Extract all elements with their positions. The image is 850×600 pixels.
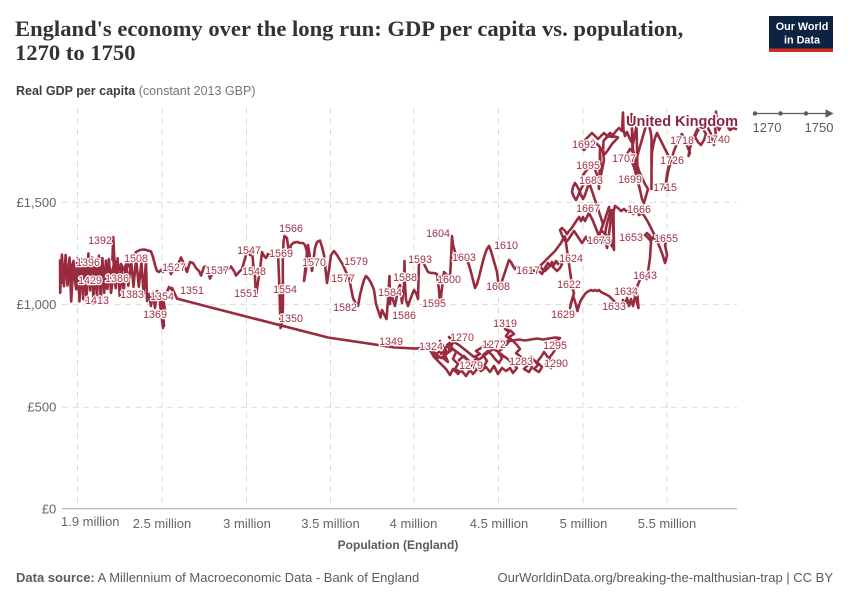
- svg-text:1383: 1383: [120, 289, 144, 301]
- svg-text:in Data: in Data: [784, 35, 821, 47]
- svg-text:1633: 1633: [602, 301, 626, 313]
- svg-text:2.5 million: 2.5 million: [133, 516, 192, 531]
- svg-text:1629: 1629: [551, 309, 575, 321]
- svg-text:1715: 1715: [653, 182, 677, 194]
- svg-text:£1,000: £1,000: [17, 297, 57, 312]
- svg-text:1283: 1283: [509, 356, 533, 368]
- svg-text:1603: 1603: [452, 252, 476, 264]
- svg-text:1579: 1579: [344, 256, 368, 268]
- svg-text:1604: 1604: [426, 228, 450, 240]
- svg-text:1413: 1413: [85, 295, 109, 307]
- svg-text:3 million: 3 million: [223, 516, 271, 531]
- svg-text:1386: 1386: [105, 273, 129, 285]
- svg-text:1653: 1653: [619, 232, 643, 244]
- svg-text:3.5 million: 3.5 million: [301, 516, 360, 531]
- svg-text:1369: 1369: [143, 309, 167, 321]
- svg-text:Data source: A Millennium of M: Data source: A Millennium of Macroeconom…: [16, 570, 419, 585]
- svg-text:1695: 1695: [576, 160, 600, 172]
- svg-text:1295: 1295: [543, 340, 567, 352]
- svg-text:1584: 1584: [378, 287, 402, 299]
- svg-text:1699: 1699: [618, 174, 642, 186]
- svg-text:1569: 1569: [269, 248, 293, 260]
- svg-text:1429: 1429: [78, 275, 102, 287]
- svg-text:1396: 1396: [76, 257, 100, 269]
- svg-text:1595: 1595: [422, 298, 446, 310]
- svg-text:United Kingdom: United Kingdom: [626, 114, 738, 130]
- svg-text:5.5 million: 5.5 million: [638, 516, 697, 531]
- svg-text:1270 to 1750: 1270 to 1750: [15, 40, 136, 65]
- svg-text:1622: 1622: [557, 279, 581, 291]
- svg-text:1508: 1508: [124, 253, 148, 265]
- svg-text:1750: 1750: [805, 120, 834, 135]
- svg-text:5 million: 5 million: [560, 516, 608, 531]
- svg-text:Our World: Our World: [776, 21, 829, 33]
- svg-text:£500: £500: [27, 400, 56, 415]
- svg-text:1554: 1554: [273, 284, 297, 296]
- svg-text:1600: 1600: [437, 274, 461, 286]
- svg-text:1537: 1537: [205, 265, 229, 277]
- svg-text:1586: 1586: [392, 310, 416, 322]
- svg-text:1551: 1551: [234, 288, 258, 300]
- svg-text:1290: 1290: [544, 358, 568, 370]
- svg-text:1272: 1272: [482, 339, 506, 351]
- svg-text:Population (England): Population (England): [338, 538, 459, 552]
- svg-text:1667: 1667: [576, 203, 600, 215]
- svg-text:1566: 1566: [279, 223, 303, 235]
- svg-text:1673: 1673: [587, 235, 611, 247]
- svg-text:1279: 1279: [459, 360, 483, 372]
- svg-text:1624: 1624: [559, 253, 583, 265]
- svg-text:1392: 1392: [88, 235, 112, 247]
- svg-text:1726: 1726: [660, 155, 684, 167]
- svg-text:1707: 1707: [612, 153, 636, 165]
- svg-text:1577: 1577: [331, 273, 355, 285]
- svg-text:4.5 million: 4.5 million: [470, 516, 529, 531]
- svg-text:1582: 1582: [333, 302, 357, 314]
- svg-text:OurWorldinData.org/breaking-th: OurWorldinData.org/breaking-the-malthusi…: [498, 570, 834, 585]
- svg-text:1588: 1588: [393, 272, 417, 284]
- svg-text:1643: 1643: [633, 270, 657, 282]
- svg-text:1610: 1610: [494, 240, 518, 252]
- svg-text:1666: 1666: [627, 204, 651, 216]
- svg-text:England's economy over the lon: England's economy over the long run: GDP…: [15, 16, 683, 41]
- svg-text:Real GDP per capita (constant: Real GDP per capita (constant 2013 GBP): [16, 84, 255, 98]
- svg-text:£0: £0: [42, 501, 56, 516]
- svg-text:1270: 1270: [753, 120, 782, 135]
- svg-text:1547: 1547: [237, 245, 261, 257]
- svg-text:1349: 1349: [379, 336, 403, 348]
- svg-text:1692: 1692: [572, 139, 596, 151]
- svg-text:1740: 1740: [706, 134, 730, 146]
- svg-text:1354: 1354: [150, 291, 174, 303]
- svg-text:1.9 million: 1.9 million: [61, 514, 120, 529]
- svg-text:1324: 1324: [419, 341, 443, 353]
- svg-text:£1,500: £1,500: [17, 195, 57, 210]
- svg-text:1319: 1319: [493, 318, 517, 330]
- svg-text:1617: 1617: [516, 265, 540, 277]
- svg-text:1593: 1593: [408, 254, 432, 266]
- svg-text:1718: 1718: [670, 135, 694, 147]
- svg-text:1270: 1270: [450, 332, 474, 344]
- svg-text:1683: 1683: [579, 175, 603, 187]
- svg-text:1634: 1634: [614, 286, 638, 298]
- svg-text:1608: 1608: [486, 281, 510, 293]
- svg-text:1655: 1655: [654, 233, 678, 245]
- svg-text:4 million: 4 million: [390, 516, 438, 531]
- svg-text:1350: 1350: [279, 313, 303, 325]
- svg-text:1527: 1527: [162, 262, 186, 274]
- svg-text:1570: 1570: [302, 257, 326, 269]
- svg-text:1548: 1548: [242, 266, 266, 278]
- svg-text:1351: 1351: [180, 285, 204, 297]
